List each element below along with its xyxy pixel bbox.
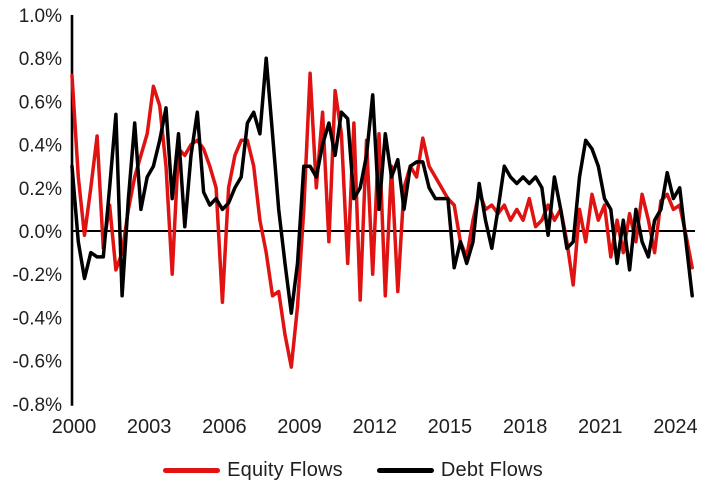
y-axis-tick-label: -0.6% bbox=[12, 352, 62, 373]
y-axis-tick-label: -0.8% bbox=[12, 395, 62, 416]
legend-item-debt-flows: Debt Flows bbox=[376, 459, 543, 482]
equity-flows-line-swatch bbox=[163, 468, 221, 473]
legend-label-debt-flows: Debt Flows bbox=[440, 459, 543, 481]
y-axis-tick-label: -0.2% bbox=[12, 265, 62, 286]
x-axis-tick-label: 2009 bbox=[277, 416, 322, 438]
x-axis-tick-label: 2024 bbox=[653, 416, 698, 438]
y-axis-tick-label: -0.4% bbox=[12, 308, 62, 329]
y-axis-tick-label: 0.4% bbox=[19, 136, 62, 157]
debt-flows-line-swatch bbox=[376, 468, 434, 473]
y-axis-tick-label: 0.0% bbox=[19, 222, 62, 243]
y-axis-tick-label: 0.2% bbox=[19, 179, 62, 200]
legend-label-equity-flows: Equity Flows bbox=[227, 459, 343, 481]
y-axis-tick-label: 0.8% bbox=[19, 49, 62, 70]
y-axis-tick-label: 0.6% bbox=[19, 92, 62, 113]
x-axis-tick-label: 2003 bbox=[127, 416, 172, 438]
x-axis-tick-label: 2012 bbox=[352, 416, 397, 438]
x-axis-tick-label: 2006 bbox=[202, 416, 247, 438]
x-axis-tick-label: 2018 bbox=[503, 416, 548, 438]
x-axis-tick-label: 2015 bbox=[428, 416, 473, 438]
equity-flows-line bbox=[70, 71, 694, 369]
debt-flows-line bbox=[70, 56, 694, 315]
legend-item-equity-flows: Equity Flows bbox=[163, 459, 343, 482]
x-axis-tick-label: 2021 bbox=[578, 416, 623, 438]
legend: Equity Flows Debt Flows bbox=[0, 459, 706, 482]
y-axis-tick-label: 1.0% bbox=[19, 6, 62, 27]
x-axis-tick-label: 2000 bbox=[52, 416, 97, 438]
